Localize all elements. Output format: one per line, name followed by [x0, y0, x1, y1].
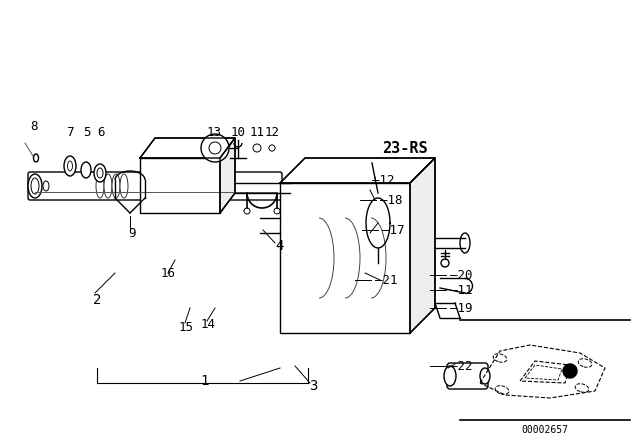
Text: 7: 7: [67, 125, 74, 138]
Circle shape: [209, 142, 221, 154]
Text: —17: —17: [382, 224, 404, 237]
Ellipse shape: [441, 259, 449, 267]
Ellipse shape: [444, 366, 456, 386]
Text: —19: —19: [450, 302, 472, 314]
Text: 6: 6: [97, 125, 105, 138]
Text: 9: 9: [128, 227, 136, 240]
Text: —21: —21: [375, 273, 397, 287]
Ellipse shape: [33, 154, 38, 162]
Ellipse shape: [460, 233, 470, 253]
Ellipse shape: [97, 168, 103, 178]
Text: 2: 2: [93, 293, 101, 307]
Text: 4: 4: [276, 239, 284, 253]
Text: 14: 14: [200, 318, 216, 331]
Text: 12: 12: [264, 125, 280, 138]
Text: —11: —11: [450, 284, 472, 297]
Ellipse shape: [578, 359, 592, 367]
Ellipse shape: [43, 181, 49, 191]
Text: 11: 11: [250, 125, 264, 138]
Ellipse shape: [120, 174, 128, 198]
Text: —20: —20: [450, 268, 472, 281]
FancyBboxPatch shape: [28, 172, 282, 200]
Text: —18: —18: [380, 194, 403, 207]
Text: 15: 15: [179, 320, 193, 333]
Circle shape: [253, 144, 261, 152]
Ellipse shape: [64, 156, 76, 176]
Text: —12: —12: [372, 173, 394, 186]
Circle shape: [274, 208, 280, 214]
Ellipse shape: [104, 174, 112, 198]
Ellipse shape: [67, 161, 72, 171]
Text: 16: 16: [161, 267, 175, 280]
Polygon shape: [220, 138, 235, 213]
Ellipse shape: [480, 368, 490, 384]
Text: 13: 13: [207, 125, 221, 138]
Circle shape: [201, 134, 229, 162]
Ellipse shape: [495, 386, 509, 394]
Text: —22: —22: [450, 359, 472, 372]
Ellipse shape: [94, 164, 106, 182]
Text: 00002657: 00002657: [522, 425, 568, 435]
Circle shape: [563, 364, 577, 378]
Polygon shape: [410, 158, 435, 333]
Ellipse shape: [31, 178, 39, 194]
Ellipse shape: [493, 354, 507, 362]
Polygon shape: [280, 158, 435, 183]
Polygon shape: [140, 138, 235, 158]
Text: 10: 10: [230, 125, 246, 138]
Bar: [140, 158, 220, 213]
Text: 23-RS: 23-RS: [382, 141, 428, 155]
Ellipse shape: [96, 174, 104, 198]
Bar: [280, 183, 410, 333]
FancyBboxPatch shape: [447, 363, 488, 389]
Circle shape: [244, 208, 250, 214]
Ellipse shape: [269, 145, 275, 151]
Text: 5: 5: [83, 125, 91, 138]
Text: 1: 1: [201, 374, 209, 388]
Ellipse shape: [81, 162, 91, 178]
Ellipse shape: [575, 384, 589, 392]
Ellipse shape: [28, 174, 42, 198]
Text: 8: 8: [30, 120, 38, 133]
Circle shape: [269, 145, 275, 151]
Ellipse shape: [112, 174, 120, 198]
Text: 3: 3: [309, 379, 317, 393]
